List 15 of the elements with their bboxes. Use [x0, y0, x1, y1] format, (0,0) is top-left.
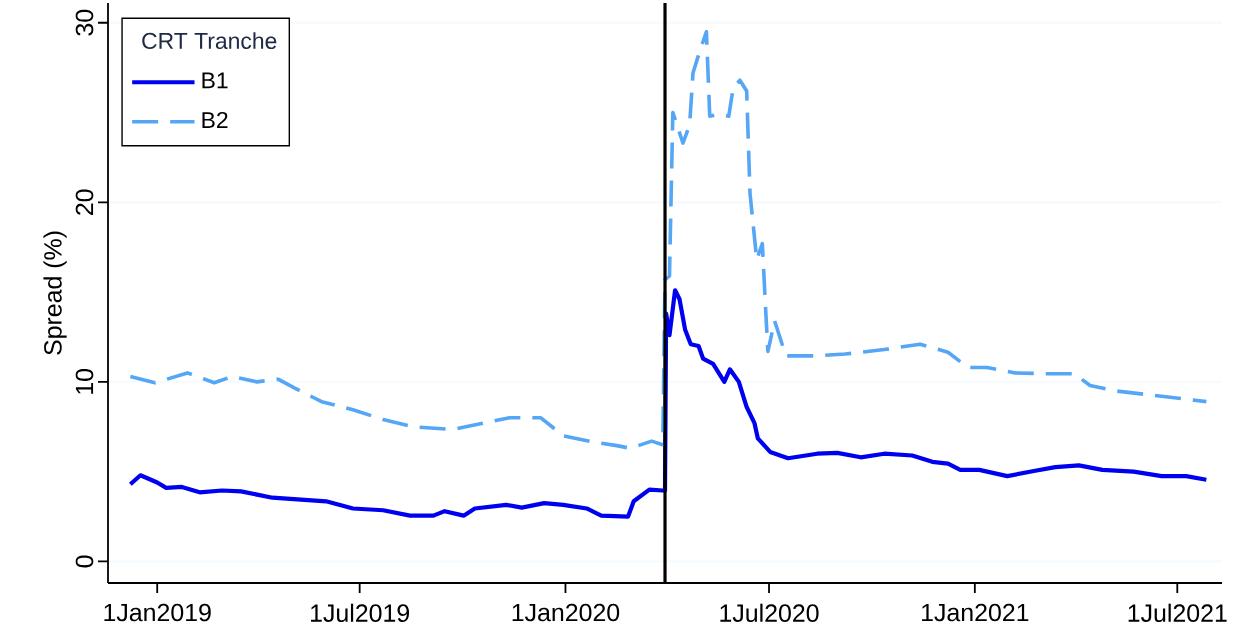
- x-tick-label: 1Jul2019: [311, 603, 410, 622]
- y-tick-label: 30: [75, 9, 94, 36]
- x-tick-label: 1Jul2021: [1128, 603, 1227, 622]
- y-tick-label: 0: [75, 555, 94, 568]
- y-tick-label: 20: [75, 189, 94, 215]
- y-tick-label: 10: [75, 369, 94, 394]
- line-series: [128, 29, 1209, 451]
- x-tick-label: 1Jan2021: [922, 603, 1029, 622]
- y-axis-title: Spread (%): [43, 231, 67, 355]
- x-tick-label: 1Jan2019: [104, 603, 211, 622]
- legend-title: CRT Tranche: [142, 32, 277, 49]
- x-tick-label: 1Jan2020: [512, 603, 620, 622]
- legend-label: B2: [202, 111, 228, 128]
- x-tick-label: 1Jul2020: [720, 603, 819, 622]
- legend-label: B1: [202, 72, 228, 89]
